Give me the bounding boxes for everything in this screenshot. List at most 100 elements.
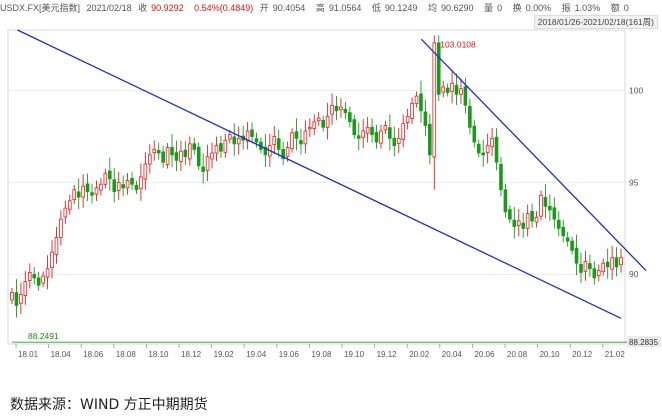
candle-body (534, 216, 539, 223)
candle-body (281, 148, 285, 159)
candle-body (330, 104, 334, 115)
x-tick-label: 19.12 (377, 350, 398, 358)
annotations: 103.0108 88.2491 88.2835 (28, 40, 661, 348)
candle-body (36, 277, 41, 286)
candle-body (436, 42, 441, 95)
y-tick-label: 100 (629, 86, 643, 96)
candle-body (299, 140, 303, 145)
candle-body (192, 143, 197, 150)
candle-body (574, 247, 579, 264)
candles (10, 35, 623, 318)
candle-body (210, 152, 214, 160)
candle-body (432, 42, 437, 158)
candle-body (614, 257, 619, 268)
last-value-label: 88.2835 (629, 338, 658, 347)
candle-body (201, 166, 205, 172)
candle-body (472, 125, 477, 143)
high-field: 高 91.0564 (316, 3, 366, 13)
candle-body (552, 207, 557, 220)
candle-body (548, 205, 552, 211)
amplitude-label: 振 (561, 3, 571, 13)
plot-frame (7, 29, 626, 345)
candle-body (134, 184, 139, 191)
x-tick-label: 20.10 (540, 350, 561, 358)
candle-body (490, 137, 494, 148)
candle-body (312, 121, 317, 129)
candle-body (401, 123, 405, 140)
candle-body (254, 138, 259, 143)
candle-body (196, 146, 201, 167)
candle-body (245, 130, 250, 142)
candle-body (588, 263, 592, 270)
candle-body (499, 164, 503, 191)
candle-body (419, 93, 423, 112)
candle-body (579, 263, 583, 273)
candle-body (121, 184, 125, 189)
candle-body (605, 261, 610, 268)
avg-field: 均 90.6290 (428, 3, 478, 13)
avg-label: 均 (427, 3, 437, 13)
candle-body (543, 197, 548, 207)
candle-body (463, 86, 468, 106)
candle-body (405, 115, 410, 123)
date-range-badge[interactable]: 2018/01/26-2021/02/18(161周) (533, 15, 658, 29)
candle-body (148, 154, 152, 165)
candle-body (183, 149, 188, 158)
candle-body (570, 240, 574, 251)
x-tick-label: 19.02 (214, 350, 235, 358)
amount-value: 0 (623, 3, 629, 13)
candle-body (565, 237, 570, 242)
candle-body (512, 219, 517, 227)
candle-body (308, 126, 312, 130)
candle-body (10, 292, 14, 301)
candle-body (423, 111, 428, 126)
candle-body (94, 187, 99, 195)
candle-body (610, 257, 614, 270)
last-value-badge (627, 336, 661, 348)
max-value-label: 103.0108 (440, 40, 476, 50)
candle-body (325, 115, 330, 128)
amount-label: 额 (610, 3, 620, 13)
symbol-label: USDX.FX[美元指数] (0, 3, 81, 13)
candle-body (174, 152, 179, 161)
candle-body (374, 132, 379, 143)
turnover-value: 0.00% (525, 3, 552, 13)
candle-body (19, 294, 23, 304)
candle-body (441, 86, 445, 93)
candle-body (370, 126, 374, 136)
x-tick-label: 18.01 (18, 350, 39, 358)
x-tick-label: 19.06 (279, 350, 300, 358)
turnover-field: 换 0.00% (513, 3, 556, 13)
candle-body (476, 143, 481, 154)
candle-body (334, 105, 339, 112)
candle-body (219, 143, 223, 152)
x-tick-label: 20.04 (442, 350, 463, 358)
change-value: 0.54%(0.4849) (194, 3, 254, 13)
y-tick-label: 90 (629, 269, 639, 279)
candle-body (592, 268, 597, 279)
x-tick-label: 18.12 (181, 350, 202, 358)
candle-body (494, 136, 499, 163)
low-field: 低 90.1249 (372, 3, 422, 13)
volume-value: 0 (497, 3, 503, 13)
open-value: 90.4054 (272, 3, 306, 13)
candle-body (619, 257, 623, 266)
candle-body (365, 126, 370, 134)
candle-body (316, 117, 321, 122)
candle-body (179, 150, 183, 162)
low-label: 低 (371, 3, 381, 13)
date-label: 2021/02/18 (86, 3, 132, 13)
candle-body (72, 189, 77, 201)
candle-body (601, 262, 606, 273)
candle-body (516, 220, 521, 226)
candle-body (152, 148, 157, 154)
candle-body (232, 136, 237, 145)
candle-body (45, 268, 50, 278)
candle-body (508, 209, 512, 220)
candle-body (250, 129, 254, 137)
y-tick-label: 95 (629, 177, 639, 187)
candle-body (396, 137, 401, 144)
candle-body (125, 180, 130, 189)
x-tick-label: 19.10 (344, 350, 365, 358)
